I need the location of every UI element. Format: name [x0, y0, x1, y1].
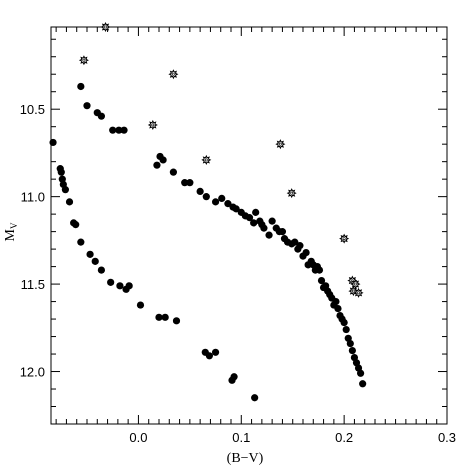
axis-tick-labels: 0.0 0.1 0.2 0.3 10.5 11.0 11.5 12.0	[20, 102, 456, 445]
filled-circle-point	[153, 161, 161, 169]
open-star-point	[353, 287, 364, 298]
filled-circle-point	[332, 297, 340, 306]
y-axis-label: MV	[3, 222, 19, 241]
x-tick-label: 0.1	[232, 430, 250, 445]
filled-circle-point	[202, 193, 210, 201]
filled-circle-point	[196, 187, 204, 195]
filled-circle-point	[278, 228, 287, 236]
x-axis-label: (B−V)	[227, 451, 264, 466]
filled-circle-point	[302, 249, 310, 257]
y-tick-label: 10.5	[20, 102, 45, 117]
filled-circle-point	[91, 257, 99, 265]
filled-circle-point	[260, 224, 268, 232]
filled-circle-point	[161, 313, 169, 321]
filled-circle-point	[296, 242, 304, 250]
filled-circle-point	[348, 346, 356, 355]
filled-circle-point	[357, 369, 365, 377]
filled-circle-point	[334, 304, 342, 313]
filled-circle-point	[245, 214, 254, 222]
open-star-point	[201, 154, 212, 165]
filled-circle-point	[120, 126, 128, 134]
filled-circle-point	[97, 266, 105, 274]
filled-circle-point	[250, 219, 258, 227]
open-star-point	[275, 139, 286, 150]
filled-circle-point	[218, 194, 226, 202]
filled-circle-point	[57, 168, 65, 176]
filled-circle-point	[155, 313, 163, 321]
open-star-point	[78, 55, 89, 66]
axis-ticks	[51, 27, 448, 424]
filled-circle-point	[340, 318, 348, 327]
filled-circle-point	[268, 217, 276, 225]
filled-circle-point	[115, 126, 123, 134]
filled-circle-point	[65, 198, 74, 206]
open-star-point	[168, 69, 179, 80]
filled-circle-point	[230, 373, 238, 381]
plot-frame	[50, 26, 448, 425]
filled-circle-point	[61, 186, 69, 194]
filled-circle-point	[291, 238, 299, 246]
filled-circle-point	[186, 179, 194, 187]
filled-circle-point	[317, 276, 326, 285]
filled-circle-point	[109, 126, 117, 134]
y-axis-label-main: M	[3, 228, 18, 241]
filled-circle-point	[232, 205, 240, 213]
filled-circle-point	[83, 102, 91, 110]
filled-circle-point	[346, 339, 354, 348]
filled-circle-point	[224, 200, 232, 208]
filled-circle-point	[342, 325, 350, 334]
y-tick-label: 11.0	[21, 190, 45, 205]
filled-circle-point	[49, 138, 57, 147]
filled-circle-point	[72, 221, 80, 229]
open-star-point	[339, 233, 350, 244]
filled-circle-point	[159, 156, 167, 164]
filled-circle-point	[77, 82, 85, 91]
y-tick-label: 11.5	[21, 277, 45, 292]
filled-circle-point	[116, 282, 124, 290]
y-axis-label-sub: V	[9, 222, 19, 229]
filled-circle-point	[169, 168, 177, 176]
filled-circle-point	[211, 198, 220, 206]
filled-circle-point	[211, 348, 220, 356]
filled-circle-point	[77, 238, 85, 246]
x-tick-label: 0.3	[438, 430, 456, 445]
open-star-point	[147, 119, 158, 130]
filled-circle-point	[251, 394, 259, 402]
filled-circle-point	[252, 208, 260, 216]
open-star-point	[286, 188, 297, 199]
x-tick-label: 0.2	[335, 430, 353, 445]
filled-circle-point	[315, 266, 324, 274]
open-star-point	[350, 279, 361, 290]
filled-circle-point	[172, 317, 181, 325]
filled-circle-point	[205, 352, 213, 360]
filled-circle-point	[136, 301, 145, 309]
svg-text:MV: MV	[3, 222, 19, 241]
filled-circle-point	[97, 112, 105, 120]
y-tick-label: 12.0	[20, 365, 45, 380]
filled-circle-point	[86, 250, 94, 258]
x-tick-label: 0.0	[129, 430, 147, 445]
filled-circle-point	[107, 278, 115, 286]
filled-circle-point	[181, 179, 189, 187]
filled-circle-point	[265, 231, 273, 239]
filled-circle-point	[359, 380, 367, 388]
filled-circle-point	[125, 282, 133, 290]
data-points	[49, 21, 367, 402]
open-star-point	[100, 21, 111, 33]
